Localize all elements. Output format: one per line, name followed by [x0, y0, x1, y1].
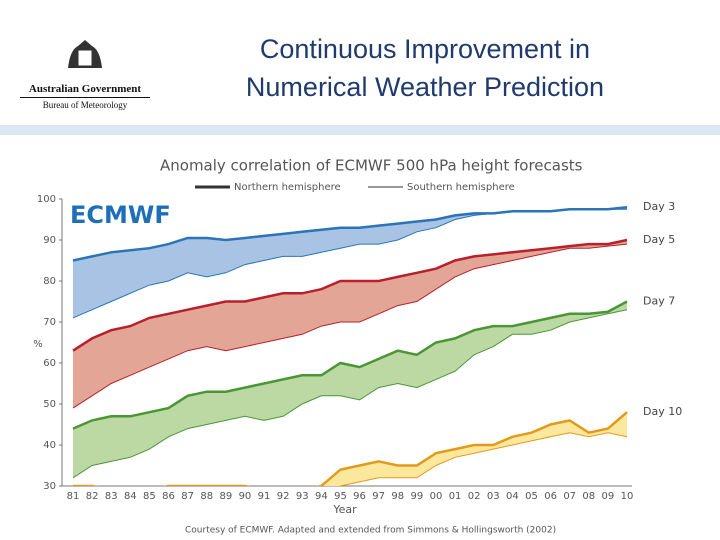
line-southern — [339, 432, 628, 486]
y-tick-label: 70 — [43, 317, 56, 328]
series-label: Day 5 — [643, 233, 675, 246]
x-tick-label: 86 — [162, 491, 175, 502]
x-tick-label: 00 — [430, 491, 443, 502]
x-tick-label: 88 — [200, 491, 213, 502]
plot — [72, 205, 628, 486]
y-tick-label: 90 — [43, 235, 56, 246]
series-label: Day 10 — [643, 405, 682, 418]
x-tick-label: 81 — [67, 491, 80, 502]
x-tick-label: 04 — [506, 491, 519, 502]
x-tick-label: 06 — [544, 491, 557, 502]
logo-line: Australian Government — [20, 83, 150, 98]
x-tick-label: 05 — [525, 491, 538, 502]
x-tick-label: 87 — [181, 491, 194, 502]
y-tick-label: 50 — [43, 399, 56, 410]
y-axis-label: % — [33, 339, 43, 350]
x-tick-label: 82 — [86, 491, 99, 502]
y-tick-label: 80 — [43, 276, 56, 287]
x-axis-label: Year — [332, 503, 357, 516]
x-tick-label: 07 — [563, 491, 576, 502]
x-tick-label: 08 — [582, 491, 595, 502]
band-area — [73, 412, 627, 486]
x-tick-label: 91 — [258, 491, 271, 502]
line-northern — [73, 411, 628, 486]
chart-title: Anomaly correlation of ECMWF 500 hPa hei… — [160, 157, 583, 175]
x-tick-label: 92 — [277, 491, 290, 502]
legend-label: Northern hemisphere — [234, 182, 341, 193]
legend-label: Southern hemisphere — [407, 182, 515, 193]
line-southern — [72, 309, 628, 479]
slide-title: Continuous Improvement in Numerical Weat… — [245, 34, 605, 102]
x-tick-label: 01 — [449, 491, 462, 502]
x-tick-label: 99 — [410, 491, 423, 502]
x-tick-label: 83 — [105, 491, 118, 502]
line-northern — [72, 238, 628, 352]
x-tick-label: 89 — [219, 491, 232, 502]
x-tick-label: 97 — [372, 491, 385, 502]
band-area — [73, 207, 627, 318]
y-tick-label: 40 — [43, 440, 56, 451]
divider — [0, 125, 720, 135]
band-area — [73, 301, 627, 478]
x-tick-label: 93 — [296, 491, 309, 502]
line-southern — [72, 243, 628, 409]
line-southern — [72, 208, 627, 319]
series-label: Day 3 — [643, 200, 675, 213]
y-tick-label: 30 — [43, 481, 56, 492]
x-tick-label: 94 — [315, 491, 328, 502]
brand-logo: ECMWF — [70, 201, 171, 229]
x-tick-label: 02 — [468, 491, 481, 502]
x-tick-label: 96 — [353, 491, 366, 502]
x-tick-label: 03 — [487, 491, 500, 502]
y-tick-label: 100 — [37, 194, 56, 205]
y-tick-label: 60 — [43, 358, 56, 369]
x-tick-label: 90 — [239, 491, 252, 502]
series-label: Day 7 — [643, 295, 675, 308]
x-tick-label: 95 — [334, 491, 347, 502]
crest — [68, 40, 102, 68]
x-tick-label: 84 — [124, 491, 137, 502]
logo: Australian Government Bureau of Meteorol… — [20, 38, 150, 110]
x-tick-label: 10 — [621, 491, 634, 502]
x-tick-label: 98 — [391, 491, 404, 502]
x-tick-label: 09 — [602, 491, 615, 502]
line-northern — [72, 300, 628, 430]
x-tick-label: 85 — [143, 491, 156, 502]
footnote: Courtesy of ECMWF. Adapted and extended … — [185, 526, 556, 536]
band-area — [73, 240, 627, 409]
logo-line: Bureau of Meteorology — [42, 100, 128, 110]
